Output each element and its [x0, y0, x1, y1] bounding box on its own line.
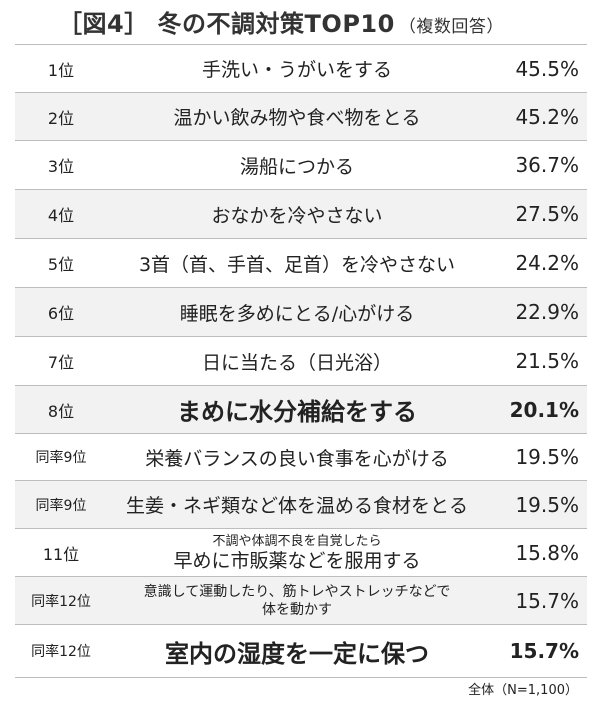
table-row: 2位 温かい飲み物や食べ物をとる 45.2% — [15, 93, 587, 141]
rank-label: 同率12位 — [31, 593, 91, 610]
table-row: 11位 不調や体調不良を自覚したら 早めに市販薬などを服用する 15.8% — [15, 529, 587, 577]
rank-label: 11位 — [42, 544, 80, 564]
table-row: 7位 日に当たる（日光浴） 21.5% — [15, 337, 587, 386]
item-label: 不調や体調不良を自覚したら 早めに市販薬などを服用する — [107, 529, 487, 576]
value-label: 15.7% — [509, 639, 579, 663]
item-label-line2: 体を動かす — [262, 601, 332, 618]
item-label: おなかを冷やさない — [211, 204, 383, 227]
rank-label: 8位 — [47, 401, 75, 421]
sample-size-note: 全体（N=1,100） — [468, 683, 578, 698]
table-row: 同率12位 室内の湿度を一定に保つ 15.7% — [15, 625, 587, 678]
item-label: 手洗い・うがいをする — [201, 59, 392, 81]
value-label: 36.7% — [515, 153, 579, 177]
rank-label: 同率9位 — [35, 450, 87, 466]
value-label: 15.8% — [515, 540, 579, 565]
ranking-table: 1位 手洗い・うがいをする 45.5% 2位 温かい飲み物や食べ物をとる 45.… — [15, 44, 587, 678]
table-row: 4位 おなかを冷やさない 27.5% — [15, 190, 587, 239]
table-row: 同率12位 意識して運動したり、筋トレやストレッチなどで 体を動かす 15.7% — [15, 577, 587, 625]
item-label: 湯船につかる — [239, 155, 354, 178]
item-label: まめに水分補給をする — [177, 398, 417, 426]
item-label: 3首（首、手首、足首）を冷やさない — [138, 253, 456, 276]
item-label: 日に当たる（日光浴） — [201, 351, 392, 374]
table-row: 同率9位 栄養バランスの良い食事を心がける 19.5% — [15, 434, 587, 481]
value-label: 19.5% — [515, 492, 579, 517]
item-label: 意識して運動したり、筋トレやストレッチなどで 体を動かす — [107, 577, 487, 624]
value-label: 15.7% — [515, 588, 579, 613]
rank-label: 3位 — [47, 157, 75, 176]
value-label: 45.2% — [515, 104, 579, 129]
item-label: 栄養バランスの良い食事を心がける — [145, 447, 449, 470]
table-row: 6位 睡眠を多めにとる/心がける 22.9% — [15, 288, 587, 337]
rank-label: 2位 — [47, 108, 75, 128]
rank-label: 5位 — [47, 255, 75, 274]
table-row: 3位 湯船につかる 36.7% — [15, 141, 587, 190]
chart-title: ［図4］ 冬の不調対策TOP10 （複数回答） — [58, 4, 504, 39]
chart-subtitle: （複数回答） — [398, 17, 504, 37]
table-row: 5位 3首（首、手首、足首）を冷やさない 24.2% — [15, 239, 587, 288]
item-label: 睡眠を多めにとる/心がける — [179, 302, 415, 325]
rank-label: 7位 — [47, 353, 75, 372]
value-label: 45.5% — [515, 56, 579, 81]
value-label: 20.1% — [509, 397, 579, 422]
rank-label: 同率9位 — [35, 497, 87, 514]
item-label: 生姜・ネギ類など体を温める食材をとる — [125, 495, 468, 517]
value-label: 24.2% — [515, 251, 579, 275]
item-label-line1: 意識して運動したり、筋トレやストレッチなどで — [143, 583, 451, 600]
item-label: 温かい飲み物や食べ物をとる — [173, 107, 421, 129]
rank-label: 4位 — [47, 206, 75, 225]
table-row: 同率9位 生姜・ネギ類など体を温める食材をとる 19.5% — [15, 481, 587, 529]
rank-label: 1位 — [47, 60, 75, 80]
rank-label: 同率12位 — [31, 644, 91, 660]
rank-label: 6位 — [47, 304, 75, 323]
item-label-line1: 不調や体調不良を自覚したら — [212, 533, 382, 549]
item-label: 室内の湿度を一定に保つ — [165, 639, 429, 668]
value-label: 22.9% — [515, 300, 579, 324]
value-label: 27.5% — [515, 202, 579, 226]
value-label: 21.5% — [515, 349, 579, 373]
table-row: 8位 まめに水分補給をする 20.1% — [15, 386, 587, 434]
item-label-line2: 早めに市販薬などを服用する — [173, 549, 421, 572]
table-row: 1位 手洗い・うがいをする 45.5% — [15, 45, 587, 93]
chart-title-text: ［図4］ 冬の不調対策TOP10 — [58, 10, 395, 38]
value-label: 19.5% — [515, 445, 579, 469]
